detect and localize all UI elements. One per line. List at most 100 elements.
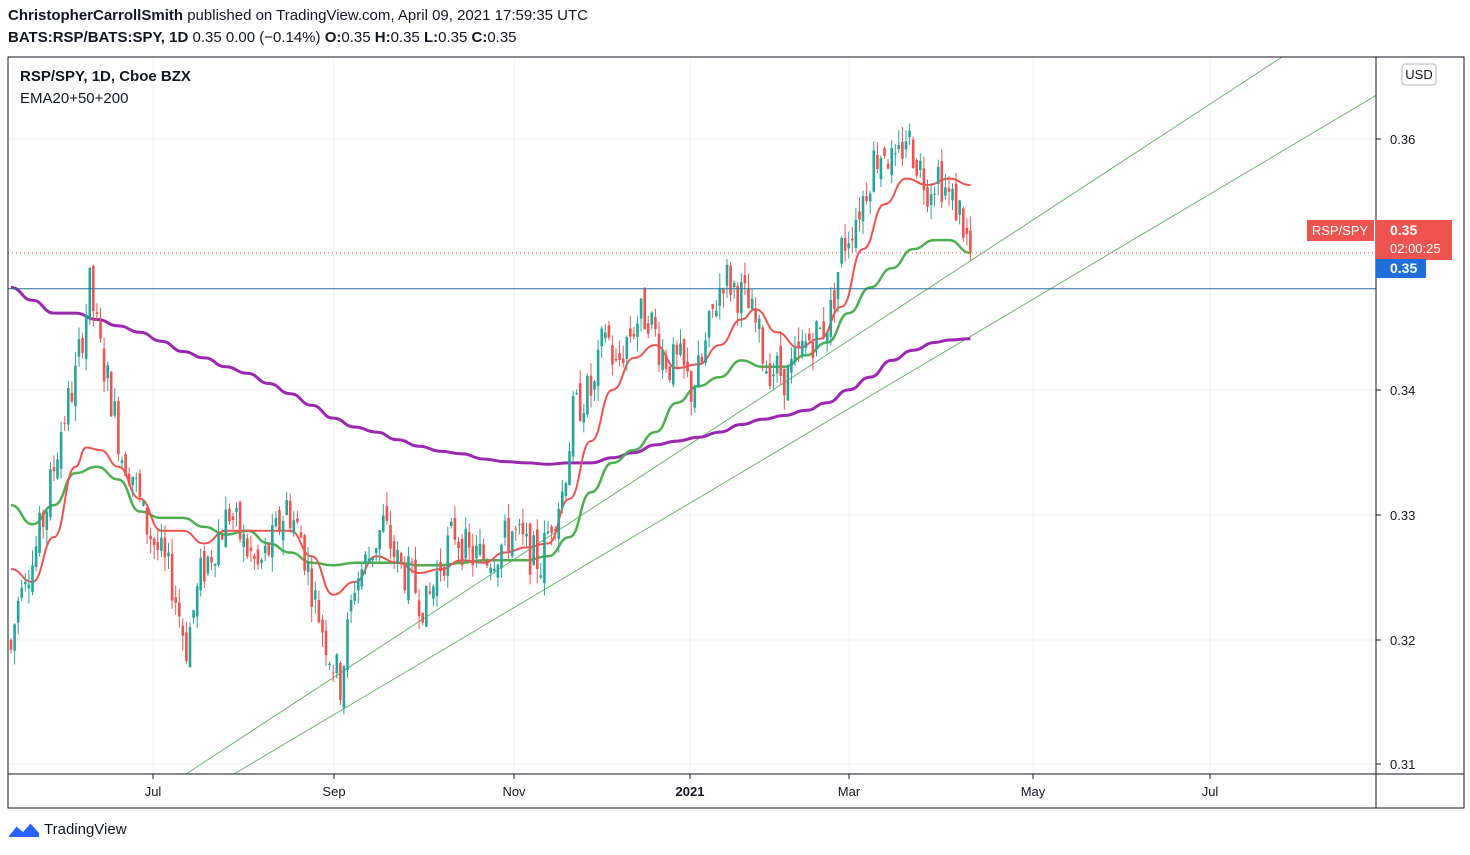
candle[interactable] bbox=[235, 502, 238, 527]
candle[interactable] bbox=[421, 612, 424, 626]
candle[interactable] bbox=[847, 231, 850, 259]
candle[interactable] bbox=[399, 551, 403, 569]
candle[interactable] bbox=[954, 172, 958, 221]
ema20-line[interactable] bbox=[10, 177, 971, 596]
candle[interactable] bbox=[965, 218, 969, 246]
candle[interactable] bbox=[170, 538, 174, 609]
candle[interactable] bbox=[131, 476, 134, 497]
candle[interactable] bbox=[428, 582, 432, 596]
candle[interactable] bbox=[929, 183, 933, 220]
candle[interactable] bbox=[403, 556, 407, 594]
candle[interactable] bbox=[24, 573, 27, 592]
candle[interactable] bbox=[639, 298, 643, 332]
candle[interactable] bbox=[879, 155, 883, 187]
candle[interactable] bbox=[940, 149, 944, 209]
ema200-line[interactable] bbox=[10, 286, 971, 466]
candle[interactable] bbox=[876, 142, 879, 174]
candle[interactable] bbox=[263, 537, 267, 562]
candle[interactable] bbox=[568, 442, 571, 486]
candle[interactable] bbox=[700, 353, 704, 365]
candle[interactable] bbox=[718, 273, 722, 320]
candle[interactable] bbox=[525, 522, 528, 548]
candle[interactable] bbox=[793, 336, 797, 366]
candle[interactable] bbox=[650, 311, 654, 330]
candle[interactable] bbox=[253, 553, 256, 570]
candle[interactable] bbox=[808, 328, 811, 342]
candle[interactable] bbox=[88, 267, 92, 325]
candle[interactable] bbox=[70, 381, 74, 404]
candle[interactable] bbox=[783, 368, 786, 410]
trend-line[interactable] bbox=[233, 94, 1377, 775]
candle[interactable] bbox=[886, 159, 890, 170]
candle[interactable] bbox=[732, 280, 736, 299]
candle[interactable] bbox=[632, 327, 636, 340]
candle[interactable] bbox=[715, 300, 718, 318]
candle[interactable] bbox=[346, 612, 349, 678]
candle[interactable] bbox=[664, 349, 668, 373]
candle[interactable] bbox=[643, 286, 646, 330]
candle[interactable] bbox=[868, 191, 872, 215]
candle[interactable] bbox=[467, 523, 471, 560]
candle[interactable] bbox=[765, 360, 768, 374]
candle[interactable] bbox=[693, 384, 697, 413]
candle[interactable] bbox=[722, 287, 725, 308]
candle[interactable] bbox=[246, 533, 249, 559]
candle[interactable] bbox=[231, 512, 235, 530]
candle[interactable] bbox=[135, 472, 138, 493]
candle[interactable] bbox=[364, 551, 367, 575]
candle[interactable] bbox=[314, 581, 317, 614]
candle[interactable] bbox=[482, 538, 485, 562]
trend-line[interactable] bbox=[185, 56, 1283, 775]
candle[interactable] bbox=[374, 547, 378, 561]
candle[interactable] bbox=[109, 370, 113, 417]
candle[interactable] bbox=[689, 369, 693, 416]
candle[interactable] bbox=[152, 536, 156, 560]
candle[interactable] bbox=[750, 288, 754, 311]
candle[interactable] bbox=[679, 329, 682, 357]
candle[interactable] bbox=[510, 530, 514, 559]
candle[interactable] bbox=[439, 548, 442, 582]
candle[interactable] bbox=[596, 340, 600, 401]
candle[interactable] bbox=[532, 531, 535, 566]
candle[interactable] bbox=[822, 307, 825, 340]
candle[interactable] bbox=[564, 481, 568, 499]
candle[interactable] bbox=[317, 590, 321, 624]
candle[interactable] bbox=[407, 546, 410, 605]
candle[interactable] bbox=[67, 381, 70, 432]
candle[interactable] bbox=[127, 467, 131, 487]
candle[interactable] bbox=[904, 130, 908, 159]
candle[interactable] bbox=[77, 327, 81, 367]
candle[interactable] bbox=[578, 370, 582, 422]
candle[interactable] bbox=[256, 544, 260, 570]
candle[interactable] bbox=[625, 335, 629, 371]
candle[interactable] bbox=[306, 547, 310, 586]
candle[interactable] bbox=[288, 493, 292, 533]
candle[interactable] bbox=[149, 527, 152, 554]
candle[interactable] bbox=[195, 582, 199, 628]
candle[interactable] bbox=[142, 500, 145, 507]
candle[interactable] bbox=[210, 550, 213, 571]
ema-lines[interactable] bbox=[10, 177, 971, 596]
price-axis[interactable]: 0.36 0.34 0.33 0.32 0.31 bbox=[1376, 132, 1415, 772]
candle[interactable] bbox=[56, 452, 59, 480]
candle[interactable] bbox=[711, 303, 714, 318]
trend-lines[interactable] bbox=[185, 56, 1377, 775]
candle[interactable] bbox=[947, 176, 951, 206]
candle[interactable] bbox=[521, 508, 525, 546]
candle[interactable] bbox=[772, 363, 775, 391]
candle[interactable] bbox=[833, 282, 836, 323]
candle[interactable] bbox=[278, 506, 281, 535]
candle[interactable] bbox=[593, 380, 596, 401]
candle[interactable] bbox=[582, 404, 586, 433]
candle[interactable] bbox=[192, 609, 195, 624]
candle[interactable] bbox=[357, 571, 360, 604]
candle[interactable] bbox=[188, 622, 192, 668]
candle[interactable] bbox=[740, 273, 743, 328]
candle[interactable] bbox=[668, 366, 671, 384]
candle[interactable] bbox=[49, 462, 52, 521]
candle[interactable] bbox=[536, 519, 539, 584]
candle[interactable] bbox=[804, 333, 808, 357]
candle[interactable] bbox=[9, 638, 13, 654]
candle[interactable] bbox=[299, 525, 303, 538]
